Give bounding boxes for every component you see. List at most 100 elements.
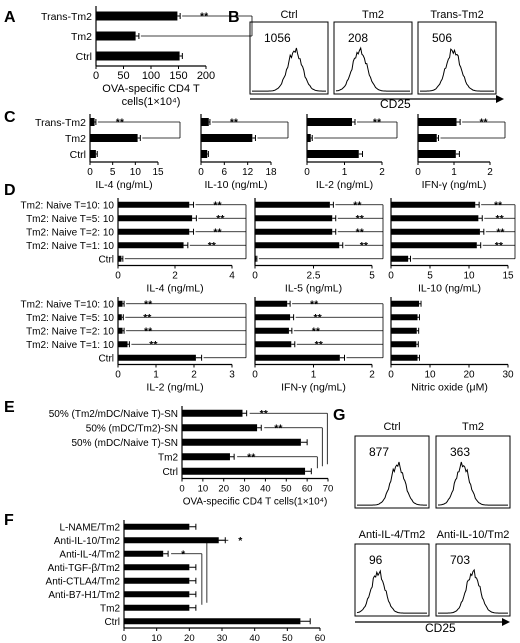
- histogram-curve: [420, 48, 494, 92]
- category-label: Tm2: Naive T=10: 10: [21, 200, 115, 211]
- category-label: 50% (mDC/Naive T)-SN: [72, 438, 179, 449]
- x-tick-label: 5: [427, 271, 433, 282]
- sig-stars: *: [181, 548, 186, 560]
- panel-letter-d: D: [4, 182, 16, 199]
- category-label: Tm2: Naive T=10: 10: [21, 299, 115, 310]
- bar: [391, 327, 417, 334]
- x-tick-label: 0: [198, 167, 204, 178]
- x-tick-label: 1: [153, 370, 159, 381]
- x-axis-label: OVA-specific CD4 T cells(1×10⁴): [183, 497, 328, 508]
- bar: [182, 438, 301, 446]
- histogram-mfi: 96: [369, 553, 383, 567]
- bar: [391, 255, 409, 262]
- x-tick-label: 30: [502, 370, 514, 381]
- bar: [391, 201, 476, 208]
- x-tick-label: 15: [502, 271, 514, 282]
- x-tick-label: 50: [282, 633, 293, 643]
- bar: [255, 242, 340, 249]
- bar: [255, 201, 330, 208]
- histogram-mfi: 703: [450, 553, 470, 567]
- x-tick-label: 0: [87, 167, 93, 178]
- x-tick-label: 0: [388, 271, 394, 282]
- x-tick-label: 2: [172, 271, 178, 282]
- sig-stars: **: [496, 226, 505, 238]
- category-label: Tm2: [71, 31, 92, 43]
- flow-histogram-g1: Ctrl 877: [354, 421, 430, 509]
- histogram-title: Anti-IL-4/Tm2: [359, 529, 426, 541]
- bar: [255, 215, 333, 222]
- x-tick-label: 0: [304, 167, 310, 178]
- bar: [418, 150, 456, 158]
- bar: [124, 577, 190, 584]
- sig-stars: **: [247, 451, 256, 463]
- bar: [391, 354, 418, 361]
- cd25-arrowhead-b: [496, 95, 504, 103]
- bar: [124, 591, 190, 598]
- x-tick-label: 20: [218, 484, 229, 495]
- x-tick-label: 6: [222, 167, 228, 178]
- histogram-frame: [417, 21, 497, 95]
- category-label: Ctrl: [104, 617, 120, 628]
- histogram-curve: [356, 569, 427, 614]
- bar-chart-d4: 0 1 2 3 IL-2 (ng/mL) Tm2: Naive T=10: 10 Tm2: …: [21, 297, 247, 394]
- bar: [255, 354, 340, 361]
- bar: [90, 134, 138, 142]
- bar: [118, 341, 128, 348]
- sig-stars: **: [143, 312, 152, 324]
- category-label: Ctrl: [70, 149, 86, 161]
- x-tick-label: 0: [93, 70, 99, 82]
- bar: [118, 215, 193, 222]
- sig-stars: **: [116, 117, 125, 129]
- category-label: Tm2: Naive T=5: 10: [26, 313, 114, 324]
- sig-stars: **: [310, 298, 319, 310]
- histogram-mfi: 363: [450, 445, 470, 459]
- bar: [118, 255, 122, 262]
- sig-stars: **: [373, 117, 382, 129]
- x-axis-label: IL-4 (ng/mL): [146, 283, 203, 295]
- category-label: Tm2: Naive T=2: 10: [26, 227, 114, 238]
- category-label: Tm2: Naive T=2: 10: [26, 326, 114, 337]
- x-axis-label: IL-10 (ng/mL): [418, 283, 481, 295]
- category-label: Anti-IL-4/Tm2: [59, 549, 120, 560]
- bar: [307, 118, 352, 126]
- sig-stars: **: [149, 339, 158, 351]
- x-tick-label: 20: [463, 370, 475, 381]
- bar: [118, 201, 190, 208]
- histogram-mfi: 1056: [264, 31, 291, 45]
- histogram-title: Tm2: [462, 421, 484, 433]
- x-axis-label: IL-5 (ng/mL): [285, 283, 342, 295]
- sig-stars: **: [213, 226, 222, 238]
- x-axis-label: OVA-specific CD4 T: [102, 83, 200, 95]
- x-tick-label: 12: [242, 167, 254, 178]
- x-tick-label: 1: [342, 167, 348, 178]
- bar: [391, 341, 417, 348]
- x-tick-label: 1: [451, 167, 457, 178]
- x-tick-label: 60: [302, 484, 313, 495]
- bar: [182, 453, 230, 461]
- histogram-title: Ctrl: [280, 9, 297, 21]
- x-tick-label: 0: [415, 167, 421, 178]
- x-tick-label: 10: [198, 484, 209, 495]
- x-tick-label: 70: [323, 484, 334, 495]
- sig-stars: **: [213, 199, 222, 211]
- histogram-frame: [333, 21, 413, 95]
- bar: [96, 51, 180, 61]
- panel-letter-c: C: [4, 109, 16, 126]
- category-label: Ctrl: [162, 467, 178, 478]
- x-tick-label: 10: [424, 370, 436, 381]
- histogram-mfi: 506: [432, 31, 452, 45]
- bar: [307, 134, 311, 142]
- bar: [391, 300, 420, 307]
- histogram-curve: [357, 461, 427, 506]
- bar: [124, 618, 301, 625]
- sig-stars: **: [360, 240, 369, 252]
- category-label: Tm2: Naive T=1: 10: [26, 241, 114, 252]
- sig-stars: **: [353, 199, 362, 211]
- flow-histogram-b3: Trans-Tm2 506: [417, 9, 497, 95]
- sig-stars: **: [274, 422, 283, 434]
- bar: [391, 228, 480, 235]
- histogram-curve: [438, 461, 508, 506]
